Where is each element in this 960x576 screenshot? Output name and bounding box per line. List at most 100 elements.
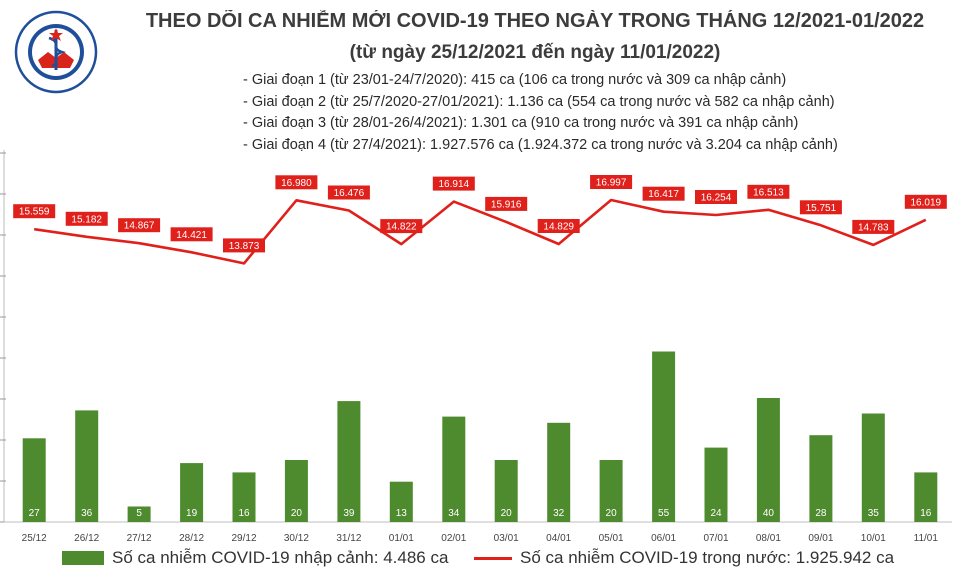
legend-bar-swatch bbox=[62, 551, 104, 565]
bar bbox=[756, 398, 780, 522]
line-value-label: 14.421 bbox=[176, 230, 207, 241]
bar bbox=[442, 416, 466, 522]
bar bbox=[547, 422, 571, 522]
phase-note: - Giai đoạn 3 (từ 28/01-26/4/2021): 1.30… bbox=[243, 115, 799, 131]
x-tick-label: 04/01 bbox=[546, 533, 571, 544]
line-value-label: 14.867 bbox=[124, 221, 155, 232]
bar-value-label: 20 bbox=[291, 508, 303, 519]
line-value-label: 13.873 bbox=[229, 241, 260, 252]
ministry-of-health-logo bbox=[14, 10, 98, 94]
x-tick-label: 07/01 bbox=[703, 533, 728, 544]
line-value-label: 16.254 bbox=[701, 193, 732, 204]
line-label-box bbox=[380, 219, 423, 234]
bar-value-label: 55 bbox=[658, 508, 670, 519]
line-label-box bbox=[747, 184, 790, 199]
line-value-label: 16.914 bbox=[439, 179, 470, 190]
x-tick-label: 26/12 bbox=[74, 533, 99, 544]
line-label-box bbox=[275, 175, 318, 190]
x-tick-label: 08/01 bbox=[756, 533, 781, 544]
legend: Số ca nhiễm COVID-19 nhập cảnh: 4.486 ca… bbox=[0, 548, 960, 574]
domestic-cases-line bbox=[34, 198, 927, 265]
x-tick-label: 25/12 bbox=[22, 533, 47, 544]
line-value-label: 15.559 bbox=[19, 207, 50, 218]
bar bbox=[914, 472, 938, 522]
line-label-box bbox=[799, 200, 842, 215]
x-tick-label: 05/01 bbox=[599, 533, 624, 544]
x-tick-label: 03/01 bbox=[494, 533, 519, 544]
x-tick-label: 11/01 bbox=[914, 533, 939, 544]
bar-value-label: 34 bbox=[448, 508, 460, 519]
line-value-label: 14.822 bbox=[386, 222, 417, 233]
bar-value-label: 20 bbox=[501, 508, 513, 519]
bar bbox=[127, 506, 151, 522]
line-label-box bbox=[170, 227, 213, 242]
legend-line-label: Số ca nhiễm COVID-19 trong nước: 1.925.9… bbox=[520, 548, 895, 567]
line-value-label: 15.751 bbox=[806, 203, 837, 214]
line-label-box bbox=[65, 211, 108, 226]
line-label-box bbox=[904, 194, 947, 209]
line-value-label: 16.997 bbox=[596, 178, 627, 189]
x-tick-label: 29/12 bbox=[231, 533, 256, 544]
line-value-label: 14.783 bbox=[858, 222, 889, 233]
bar-value-label: 40 bbox=[763, 508, 775, 519]
legend-bar-label: Số ca nhiễm COVID-19 nhập cảnh: 4.486 ca bbox=[112, 548, 449, 567]
x-tick-label: 31/12 bbox=[336, 533, 361, 544]
phase-note: - Giai đoạn 2 (từ 25/7/2020-27/01/2021):… bbox=[243, 93, 835, 110]
x-tick-label: 09/01 bbox=[808, 533, 833, 544]
line-value-label: 14.829 bbox=[543, 222, 574, 233]
phase-notes: - Giai đoạn 1 (từ 23/01-24/7/2020): 415 … bbox=[243, 70, 838, 156]
line-label-box bbox=[695, 190, 737, 204]
bar bbox=[599, 460, 623, 522]
bar-value-label: 13 bbox=[396, 508, 408, 519]
chart-subtitle: (từ ngày 25/12/2021 đến ngày 11/01/2022) bbox=[349, 42, 721, 63]
bar bbox=[861, 413, 885, 522]
line-label-box bbox=[642, 186, 685, 201]
bar-value-label: 32 bbox=[553, 508, 565, 519]
line-label-box bbox=[852, 219, 895, 234]
line-value-label: 16.980 bbox=[281, 178, 312, 189]
bar bbox=[180, 463, 204, 522]
bar-value-label: 24 bbox=[710, 508, 722, 519]
line-label-box bbox=[13, 204, 56, 219]
line-label-box bbox=[537, 219, 580, 233]
bar-value-label: 35 bbox=[868, 508, 880, 519]
chart-title: THEO DÕI CA NHIỄM MỚI COVID-19 THEO NGÀY… bbox=[145, 10, 925, 32]
bar bbox=[232, 472, 256, 522]
line-label-box bbox=[223, 238, 265, 253]
legend-item-bar: Số ca nhiễm COVID-19 nhập cảnh: 4.486 ca bbox=[62, 548, 448, 568]
phase-note: - Giai đoạn 4 (từ 27/4/2021): 1.927.576 … bbox=[243, 136, 838, 153]
phase-note: - Giai đoạn 1 (từ 23/01-24/7/2020): 415 … bbox=[243, 72, 787, 88]
x-tick-label: 27/12 bbox=[127, 533, 152, 544]
bar bbox=[389, 481, 413, 522]
bar bbox=[494, 460, 518, 522]
x-tick-label: 28/12 bbox=[179, 533, 204, 544]
line-label-box bbox=[327, 185, 370, 200]
line-label-box bbox=[118, 218, 161, 233]
x-tick-label: 10/01 bbox=[861, 533, 886, 544]
line-value-label: 15.916 bbox=[491, 199, 522, 210]
bar-value-label: 27 bbox=[29, 508, 41, 519]
bar bbox=[337, 401, 361, 522]
bar bbox=[704, 447, 728, 522]
bar-value-label: 16 bbox=[920, 508, 932, 519]
line-value-label: 16.417 bbox=[648, 189, 679, 200]
line-label-box bbox=[485, 196, 528, 211]
line-value-label: 16.513 bbox=[753, 187, 784, 198]
line-value-label: 15.182 bbox=[71, 214, 102, 225]
bar bbox=[652, 351, 676, 522]
line-value-label: 16.476 bbox=[334, 188, 365, 199]
bar bbox=[75, 410, 99, 522]
x-tick-label: 02/01 bbox=[441, 533, 466, 544]
bar bbox=[809, 435, 833, 522]
bar bbox=[22, 438, 46, 522]
line-label-box bbox=[590, 175, 633, 189]
legend-item-line: Số ca nhiễm COVID-19 trong nước: 1.925.9… bbox=[474, 548, 894, 568]
line-value-label: 16.019 bbox=[911, 197, 942, 208]
bar-value-label: 16 bbox=[238, 508, 250, 519]
legend-line-swatch bbox=[474, 556, 512, 560]
x-tick-label: 01/01 bbox=[389, 533, 414, 544]
bar-value-label: 20 bbox=[606, 508, 618, 519]
bar-value-label: 28 bbox=[815, 508, 827, 519]
bar bbox=[284, 460, 308, 522]
